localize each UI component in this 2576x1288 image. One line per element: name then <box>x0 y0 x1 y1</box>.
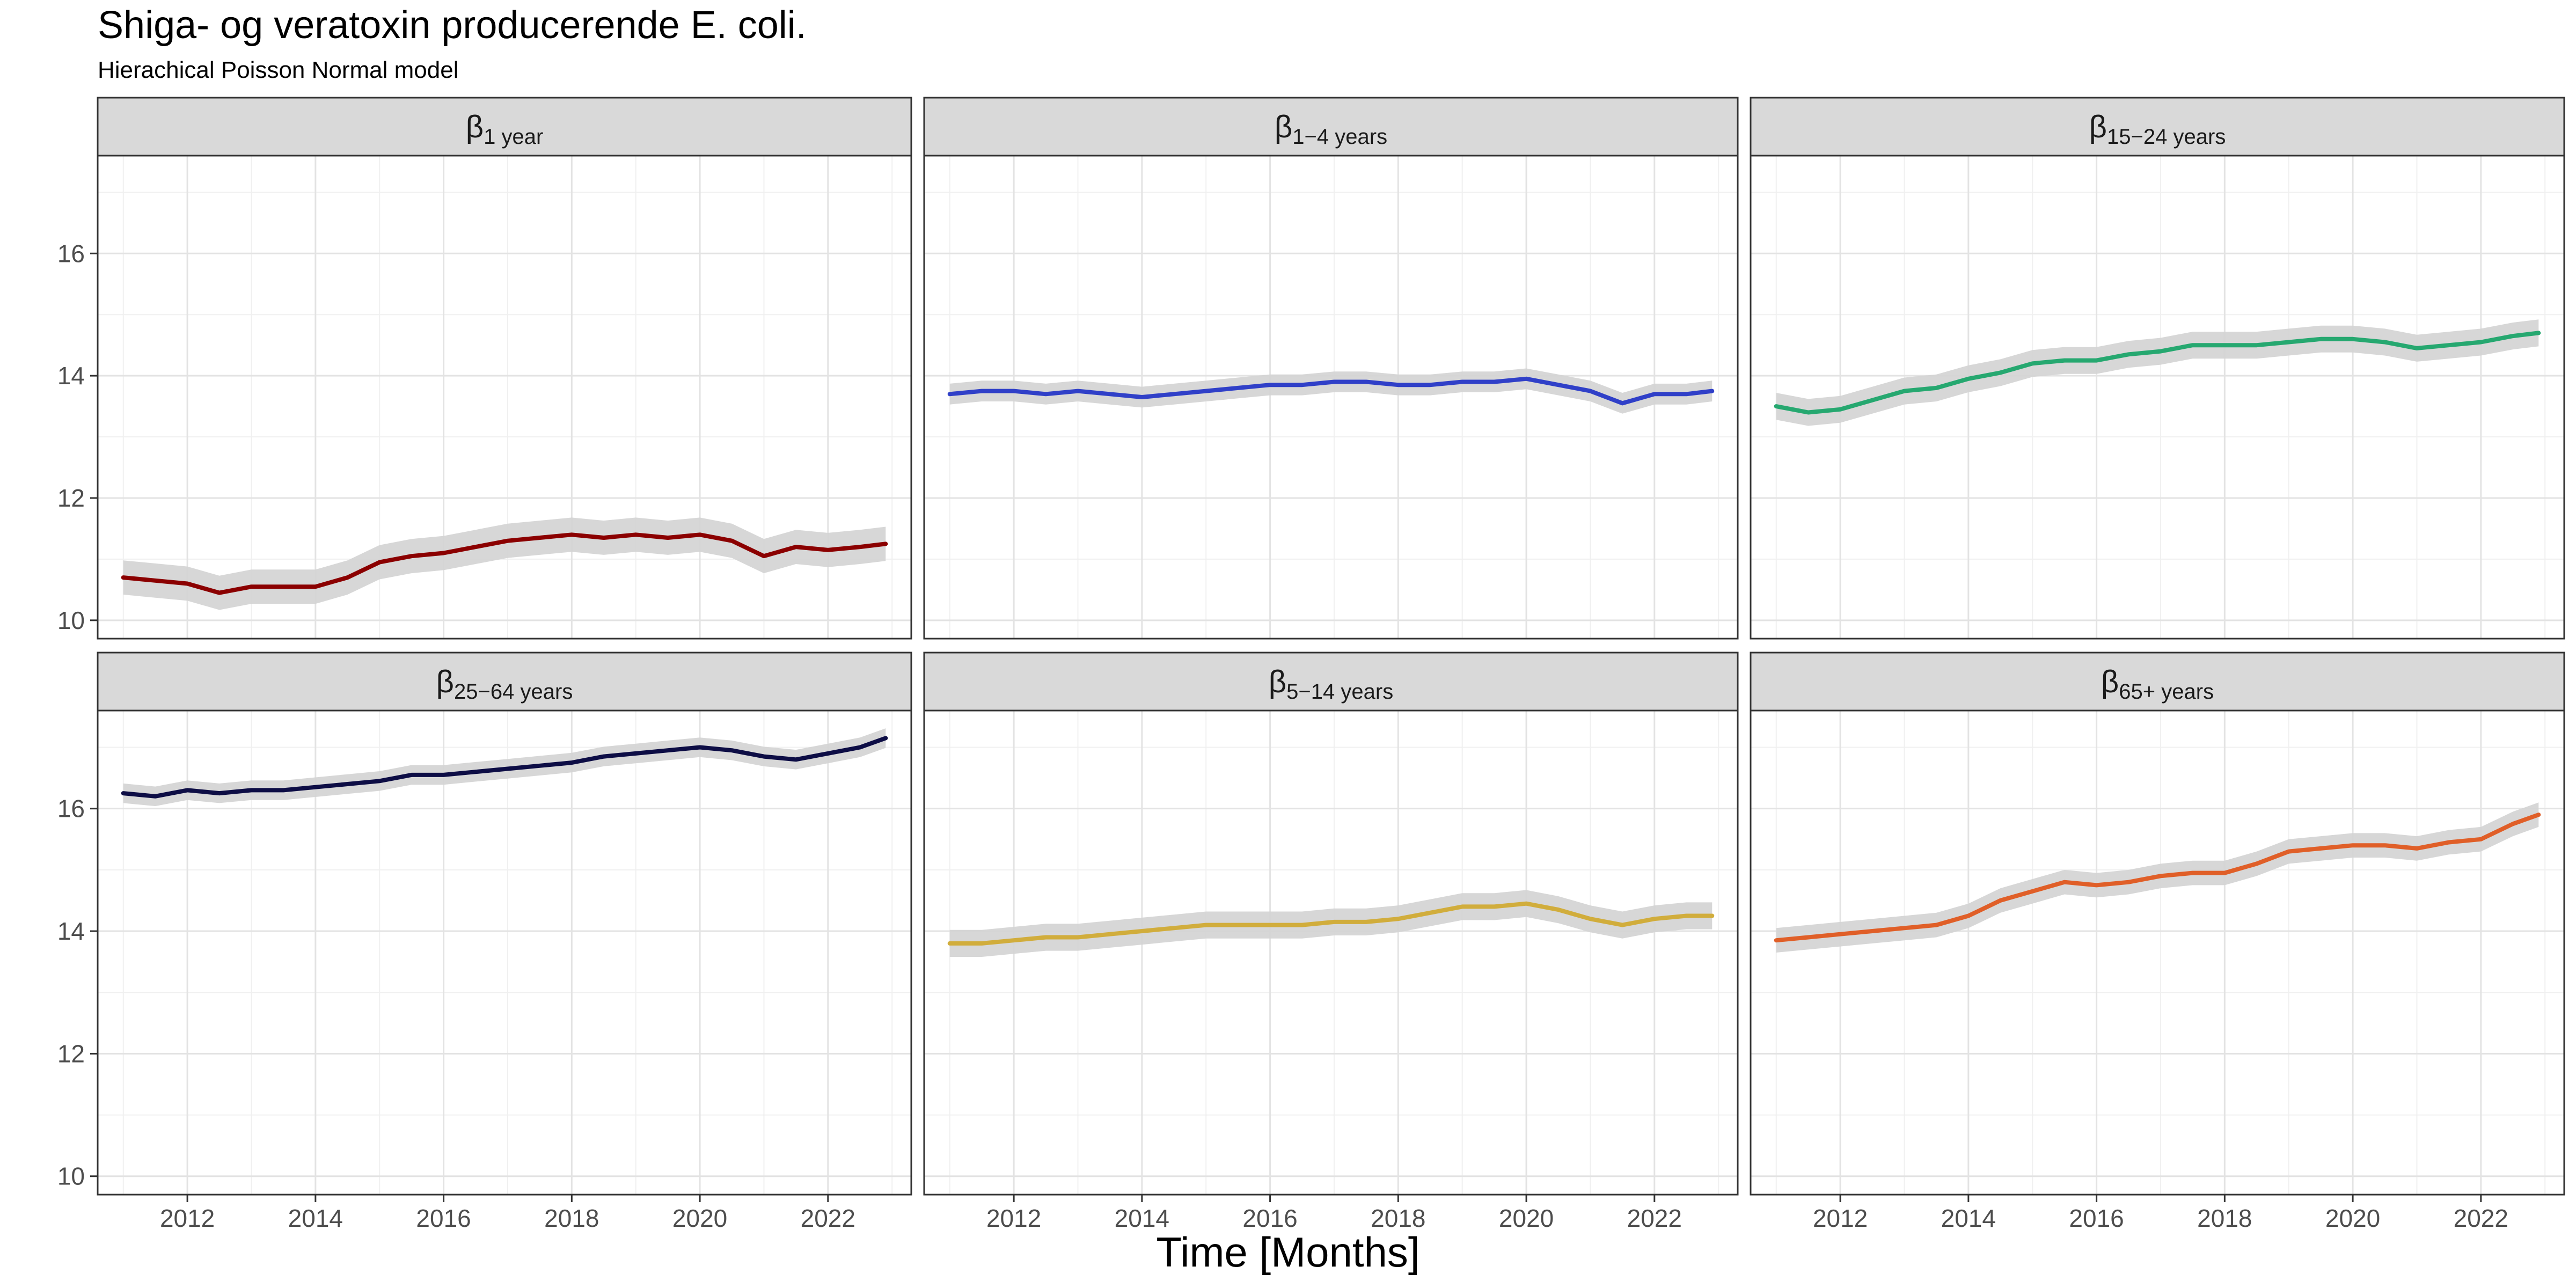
facet-panel-1: β1 year 10 12 14 16 <box>57 97 912 640</box>
facet-strip <box>97 652 912 712</box>
panel-border <box>1750 155 2565 640</box>
facet-strip-label: β65+ years <box>2101 664 2214 704</box>
y-tick-label: 12 <box>57 1040 85 1067</box>
panel-background <box>1751 711 2564 1195</box>
x-tick-label: 2016 <box>2069 1204 2124 1232</box>
facet-strip-label: β5−14 years <box>1269 664 1393 704</box>
x-axis-label: Time [Months] <box>1156 1228 1420 1276</box>
facet-strip-label: β15−24 years <box>2089 109 2226 149</box>
facet-strip-label: β1 year <box>466 109 544 149</box>
chart-subtitle: Hierachical Poisson Normal model <box>98 57 459 83</box>
y-tick-label: 14 <box>57 917 85 945</box>
panel-border <box>1750 709 2565 1196</box>
facet-strip <box>1750 652 2565 712</box>
facet-strip <box>97 97 912 157</box>
x-tick-label: 2014 <box>288 1204 343 1232</box>
series-line <box>947 376 1715 406</box>
x-tick-label: 2018 <box>1371 1204 1425 1232</box>
panel-background <box>98 711 911 1195</box>
y-tick-label: 10 <box>57 1162 85 1190</box>
facet-panel-2: β1−4 years <box>923 97 1739 640</box>
facet-panel-5: β5−14 years 2012 2014 2016 2018 2020 2022 <box>923 652 1739 1232</box>
x-tick-label: 2020 <box>2325 1204 2380 1232</box>
credible-interval-ribbon <box>1776 319 2539 426</box>
y-tick-label: 16 <box>57 795 85 823</box>
x-tick-label: 2012 <box>986 1204 1041 1232</box>
series-line <box>121 532 888 595</box>
x-tick-label: 2020 <box>1499 1204 1554 1232</box>
facet-strip-label: β1−4 years <box>1275 109 1387 149</box>
x-tick-label: 2014 <box>1115 1204 1169 1232</box>
x-tick-label: 2018 <box>544 1204 599 1232</box>
facet-strip-label: β25−64 years <box>436 664 573 704</box>
x-tick-label: 2016 <box>416 1204 471 1232</box>
x-tick-label: 2012 <box>160 1204 215 1232</box>
panel-border <box>97 709 912 1196</box>
x-tick-label: 2022 <box>801 1204 855 1232</box>
y-tick-label: 12 <box>57 484 85 512</box>
facet-panel-4: β25−64 years 10 12 14 16 2012 2014 2016 2018 2020… <box>57 652 912 1232</box>
panel-background <box>924 711 1738 1195</box>
panel-border <box>97 155 912 640</box>
panel-background <box>98 156 911 639</box>
x-tick-label: 2018 <box>2197 1204 2252 1232</box>
facet-panel-6: β65+ years 2012 2014 2016 2018 2020 2022 <box>1750 652 2565 1232</box>
series-line <box>121 736 888 799</box>
x-tick-label: 2022 <box>2454 1204 2508 1232</box>
series-line <box>1774 331 2541 415</box>
panel-border <box>923 709 1739 1196</box>
facet-strip <box>1750 97 2565 157</box>
facet-strip <box>923 97 1739 157</box>
y-tick-label: 10 <box>57 606 85 634</box>
y-tick-label: 16 <box>57 239 85 267</box>
x-tick-label: 2020 <box>672 1204 727 1232</box>
x-tick-label: 2014 <box>1941 1204 1996 1232</box>
x-tick-label: 2022 <box>1627 1204 1682 1232</box>
chart-title: Shiga- og veratoxin producerende E. coli… <box>98 4 807 47</box>
series-line <box>1774 813 2541 943</box>
facet-panel-3: β15−24 years <box>1750 97 2565 640</box>
series-line <box>947 901 1715 946</box>
x-tick-label: 2012 <box>1813 1204 1868 1232</box>
x-tick-label: 2016 <box>1242 1204 1297 1232</box>
y-tick-label: 14 <box>57 362 85 390</box>
panel-border <box>923 155 1739 640</box>
